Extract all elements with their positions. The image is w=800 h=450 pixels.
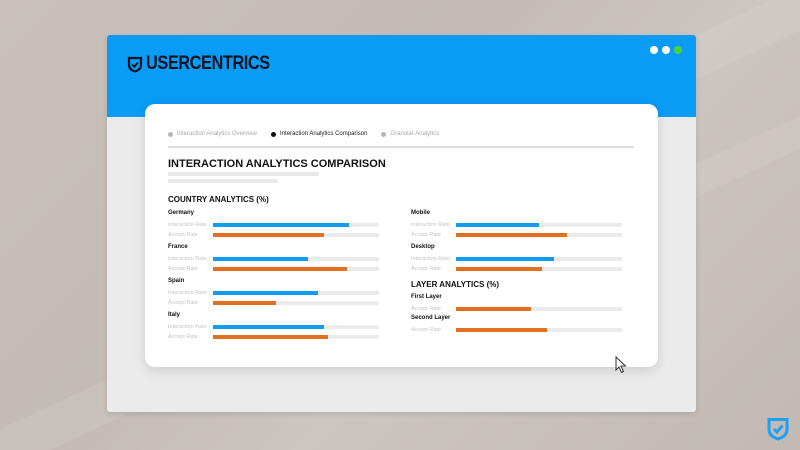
bar-track xyxy=(213,257,379,261)
step-dot-icon xyxy=(381,131,387,137)
accept-bar xyxy=(456,233,568,237)
interaction-bar xyxy=(456,257,554,261)
mouse-cursor-icon xyxy=(615,356,627,374)
rate-label: Interaction Rate xyxy=(168,324,207,330)
group-label: Germany xyxy=(168,210,195,216)
rate-label: Accept Rate xyxy=(411,232,441,238)
bar-track xyxy=(456,267,622,271)
step-dot-icon xyxy=(168,131,173,137)
step-label: Interaction Analytics Comparison xyxy=(280,131,368,137)
accept-rate-row: Accept Rate xyxy=(168,332,380,342)
rate-label: Interaction Rate xyxy=(411,222,450,228)
interaction-rate-row: Interaction Rate xyxy=(168,220,380,230)
accept-bar xyxy=(456,307,531,311)
step-overview[interactable]: Interaction Analytics Overview xyxy=(168,131,257,137)
accept-rate-row: Accept Rate xyxy=(411,304,623,314)
bar-track xyxy=(213,325,379,329)
interaction-bar xyxy=(213,257,308,261)
shield-check-icon xyxy=(127,56,143,73)
group-label: Spain xyxy=(168,278,185,284)
window-dot-2[interactable] xyxy=(662,46,670,54)
placeholder-line xyxy=(168,172,319,176)
bar-track xyxy=(213,335,379,339)
analytics-card: Interaction Analytics Overview Interacti… xyxy=(145,104,658,367)
step-navigation: Interaction Analytics Overview Interacti… xyxy=(168,130,634,148)
step-label: Granular Analytics xyxy=(390,131,440,137)
metric-group: Second Layer Accept Rate xyxy=(411,315,623,335)
rate-label: Accept Rate xyxy=(168,266,198,272)
bar-track xyxy=(213,291,379,295)
accept-rate-row: Accept Rate xyxy=(168,264,380,274)
interaction-rate-row: Interaction Rate xyxy=(168,254,380,264)
rate-label: Accept Rate xyxy=(168,232,198,238)
layer-analytics-title: LAYER ANALYTICS (%) xyxy=(411,280,500,289)
bar-track xyxy=(213,233,379,237)
brand-logo: USERCENTRICS xyxy=(127,53,290,75)
brand-name: USERCENTRICS xyxy=(146,53,270,74)
rate-label: Interaction Rate xyxy=(168,290,207,296)
accept-bar xyxy=(213,233,325,237)
group-label: Second Layer xyxy=(411,315,451,321)
metric-group: Mobile Interaction Rate Accept Rate xyxy=(411,210,623,240)
bar-track xyxy=(456,257,622,261)
accept-bar xyxy=(456,267,543,271)
app-header: USERCENTRICS xyxy=(107,35,696,117)
page-title: INTERACTION ANALYTICS COMPARISON xyxy=(168,158,386,170)
group-label: France xyxy=(168,244,188,250)
country-analytics-title: COUNTRY ANALYTICS (%) xyxy=(168,195,269,204)
rate-label: Accept Rate xyxy=(168,334,198,340)
metric-group: Desktop Interaction Rate Accept Rate xyxy=(411,244,623,274)
shield-check-icon xyxy=(767,418,789,441)
bar-track xyxy=(213,267,379,271)
metric-group: Italy Interaction Rate Accept Rate xyxy=(168,312,380,342)
accept-bar xyxy=(213,267,348,271)
bar-track xyxy=(213,301,379,305)
rate-label: Interaction Rate xyxy=(168,222,207,228)
bar-track xyxy=(456,223,622,227)
interaction-rate-row: Interaction Rate xyxy=(168,288,380,298)
accept-rate-row: Accept Rate xyxy=(411,230,623,240)
metric-group: France Interaction Rate Accept Rate xyxy=(168,244,380,274)
step-granular[interactable]: Granular Analytics xyxy=(381,131,439,137)
group-label: First Layer xyxy=(411,294,442,300)
rate-label: Interaction Rate xyxy=(168,256,207,262)
window-dot-1[interactable] xyxy=(650,46,658,54)
interaction-rate-row: Interaction Rate xyxy=(411,220,623,230)
interaction-bar xyxy=(213,325,325,329)
accept-rate-row: Accept Rate xyxy=(411,264,623,274)
step-label: Interaction Analytics Overview xyxy=(177,131,258,137)
bar-track xyxy=(456,328,622,332)
bar-track xyxy=(213,223,379,227)
accept-bar xyxy=(213,335,328,339)
rate-label: Accept Rate xyxy=(411,306,441,312)
group-label: Desktop xyxy=(411,244,435,250)
accept-bar xyxy=(456,328,548,332)
accept-bar xyxy=(213,301,277,305)
interaction-rate-row: Interaction Rate xyxy=(168,322,380,332)
step-comparison[interactable]: Interaction Analytics Comparison xyxy=(271,131,367,137)
step-dot-icon xyxy=(271,131,277,137)
interaction-rate-row: Interaction Rate xyxy=(411,254,623,264)
placeholder-line xyxy=(168,179,278,183)
interaction-bar xyxy=(213,223,350,227)
rate-label: Accept Rate xyxy=(411,266,441,272)
rate-label: Accept Rate xyxy=(168,300,198,306)
group-label: Italy xyxy=(168,312,181,318)
metric-group: First Layer Accept Rate xyxy=(411,294,623,314)
app-window: USERCENTRICS Interaction Analytics Overv… xyxy=(107,35,696,412)
group-label: Mobile xyxy=(411,210,430,216)
window-dot-3[interactable] xyxy=(674,46,682,54)
rate-label: Accept Rate xyxy=(411,327,441,333)
window-controls xyxy=(650,46,682,54)
bar-track xyxy=(456,233,622,237)
interaction-bar xyxy=(456,223,539,227)
bar-track xyxy=(456,307,622,311)
metric-group: Spain Interaction Rate Accept Rate xyxy=(168,278,380,308)
metric-group: Germany Interaction Rate Accept Rate xyxy=(168,210,380,240)
accept-rate-row: Accept Rate xyxy=(411,325,623,335)
rate-label: Interaction Rate xyxy=(411,256,450,262)
accept-rate-row: Accept Rate xyxy=(168,230,380,240)
interaction-bar xyxy=(213,291,318,295)
accept-rate-row: Accept Rate xyxy=(168,298,380,308)
